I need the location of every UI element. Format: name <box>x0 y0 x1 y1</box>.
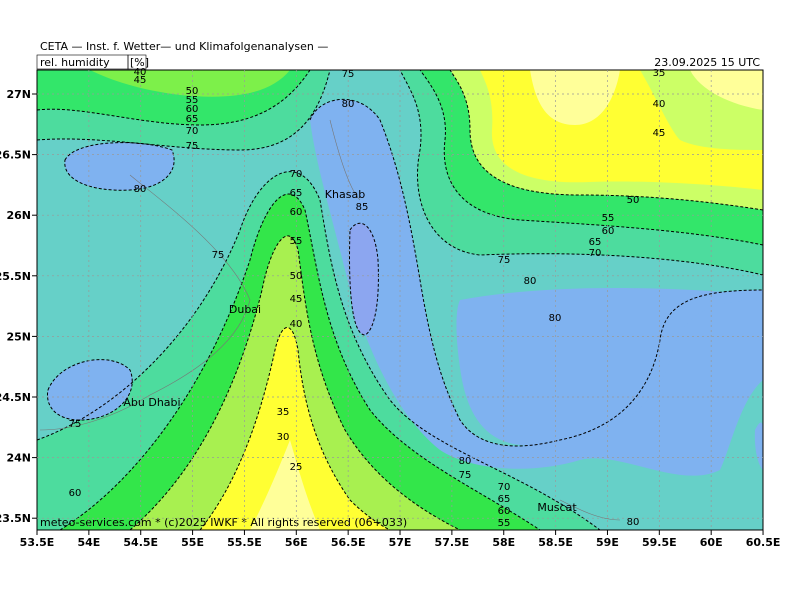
x-tick-label: 57.5E <box>435 536 470 549</box>
x-tick-label: 59.5E <box>642 536 677 549</box>
x-tick-label: 54.5E <box>123 536 158 549</box>
y-tick-label: 25N <box>6 330 31 343</box>
contour-label: 65 <box>589 237 602 248</box>
contour-label: 50 <box>627 195 640 206</box>
contour-label: 45 <box>134 75 147 86</box>
contour-label: 60 <box>186 104 199 115</box>
contour-label: 65 <box>186 114 199 125</box>
contour-label: 40 <box>134 67 147 78</box>
contour-label: 80 <box>459 456 472 467</box>
contour-label: 75 <box>459 470 472 481</box>
place-label: Muscat <box>537 501 577 514</box>
y-tick-label: 24N <box>6 452 31 465</box>
place-label: Abu Dhabi <box>123 396 180 409</box>
contour-label: 80 <box>524 276 537 287</box>
contour-label: 55 <box>602 213 615 224</box>
unit-box <box>127 54 147 70</box>
place-label: Dubai <box>229 303 261 316</box>
contour-label: 80 <box>549 313 562 324</box>
contour-label: 70 <box>290 169 303 180</box>
x-tick-label: 60E <box>700 536 723 549</box>
contour-label: 70 <box>589 248 602 259</box>
x-tick-label: 55.5E <box>227 536 262 549</box>
x-tick-label: 53.5E <box>20 536 55 549</box>
footer: meteo-services.com * (c)2025 IWKF * All … <box>40 516 407 529</box>
x-tick-label: 59E <box>596 536 619 549</box>
contour-label: 65 <box>498 494 511 505</box>
contour-label: 35 <box>277 407 290 418</box>
contour-label: 40 <box>653 99 666 110</box>
contour-label: 55 <box>498 518 511 529</box>
y-tick-label: 27N <box>6 88 31 101</box>
header-title: CETA — Inst. f. Wetter— und Klimafolgena… <box>40 40 328 53</box>
contour-label: 45 <box>653 128 666 139</box>
contour-label: 25 <box>290 462 303 473</box>
contour-label: 70 <box>498 482 511 493</box>
contour-label: 45 <box>290 294 303 305</box>
contour-label: 70 <box>186 126 199 137</box>
contour-label: 50 <box>186 86 199 97</box>
contour-label: 80 <box>627 517 640 528</box>
x-tick-label: 57E <box>389 536 412 549</box>
contour-label: 65 <box>290 188 303 199</box>
y-tick-label: 26N <box>6 209 31 222</box>
datetime: 23.09.2025 15 UTC <box>654 56 760 69</box>
contour-label: 75 <box>186 141 199 152</box>
unit: [%] <box>130 56 149 69</box>
contour-label: 50 <box>290 271 303 282</box>
contour-label: 40 <box>290 319 303 330</box>
contour-label: 80 <box>342 99 355 110</box>
contour-label: 60 <box>69 488 82 499</box>
y-tick-label: 26.5N <box>0 149 31 162</box>
y-tick-label: 25.5N <box>0 270 31 283</box>
contour-label: 75 <box>498 255 511 266</box>
x-tick-label: 58E <box>492 536 515 549</box>
y-tick-label: 23.5N <box>0 512 31 525</box>
contour-label: 75 <box>342 69 355 80</box>
contour-label: 85 <box>356 202 369 213</box>
x-tick-label: 60.5E <box>746 536 781 549</box>
contour-label: 60 <box>290 207 303 218</box>
contour-label: 55 <box>186 95 199 106</box>
x-tick-label: 56E <box>285 536 308 549</box>
place-label: Khasab <box>325 188 365 201</box>
contour-label: 35 <box>653 68 666 79</box>
x-tick-label: 56.5E <box>331 536 366 549</box>
contour-label: 80 <box>134 184 147 195</box>
x-tick-label: 58.5E <box>538 536 573 549</box>
contour-label: 55 <box>290 236 303 247</box>
x-tick-label: 55E <box>181 536 204 549</box>
contour-label: 75 <box>69 419 82 430</box>
y-tick-label: 24.5N <box>0 391 31 404</box>
contour-label: 75 <box>212 250 225 261</box>
x-tick-label: 54E <box>77 536 100 549</box>
contour-label: 60 <box>498 506 511 517</box>
variable: rel. humidity <box>40 56 110 69</box>
contour-label: 60 <box>602 226 615 237</box>
contour-label: 30 <box>277 432 290 443</box>
